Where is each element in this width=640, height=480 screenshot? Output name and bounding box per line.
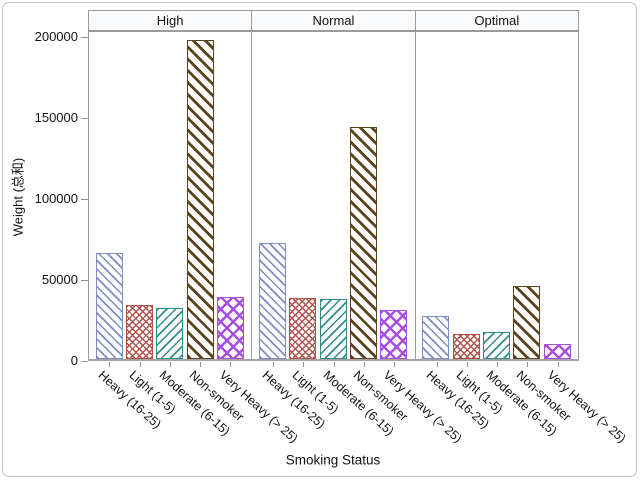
x-tick-mark bbox=[394, 362, 396, 367]
y-tick-mark bbox=[81, 280, 88, 281]
panel-plot-normal bbox=[251, 31, 415, 361]
bar-normal-light-1-5 bbox=[289, 298, 317, 359]
y-tick-label-50000: 50000 bbox=[41, 272, 78, 287]
x-tick-mark bbox=[272, 362, 274, 367]
panel-plot-row bbox=[88, 31, 579, 361]
panel-header-row: High Normal Optimal bbox=[88, 10, 579, 31]
bar-high-very-heavy-25 bbox=[216, 297, 244, 359]
bar-optimal-light-1-5 bbox=[452, 334, 480, 359]
y-tick-mark bbox=[81, 37, 88, 38]
bar-high-non-smoker bbox=[186, 40, 214, 359]
y-tick-mark bbox=[81, 118, 88, 119]
panel-header-high: High bbox=[88, 10, 252, 31]
x-tick-mark bbox=[200, 362, 202, 367]
bar-optimal-very-heavy-25 bbox=[543, 344, 571, 359]
x-tick-mark bbox=[139, 362, 141, 367]
x-tick-mark bbox=[557, 362, 559, 367]
bar-high-light-1-5 bbox=[126, 305, 154, 359]
bar-optimal-moderate-6-15 bbox=[482, 332, 510, 359]
y-tick-label-0: 0 bbox=[70, 353, 78, 368]
bar-high-moderate-6-15 bbox=[156, 308, 184, 359]
bar-normal-heavy-16-25 bbox=[259, 243, 287, 359]
bar-optimal-heavy-16-25 bbox=[422, 316, 450, 359]
panel-header-optimal: Optimal bbox=[414, 10, 579, 31]
bar-normal-non-smoker bbox=[349, 127, 377, 359]
x-axis-title: Smoking Status bbox=[285, 452, 381, 468]
panel-header-normal: Normal bbox=[251, 10, 415, 31]
x-tick-mark bbox=[333, 362, 335, 367]
bar-normal-moderate-6-15 bbox=[319, 299, 347, 359]
panel-plot-high bbox=[88, 31, 252, 361]
y-tick-label-200000: 200000 bbox=[34, 29, 78, 44]
bar-high-heavy-16-25 bbox=[95, 253, 123, 359]
bar-normal-very-heavy-25 bbox=[380, 310, 408, 359]
bar-optimal-non-smoker bbox=[513, 286, 541, 359]
panel-plot-optimal bbox=[414, 31, 579, 361]
y-tick-label-150000: 150000 bbox=[34, 110, 78, 125]
y-tick-label-100000: 100000 bbox=[34, 191, 78, 206]
x-tick-mark bbox=[303, 362, 305, 367]
y-tick-mark bbox=[81, 199, 88, 200]
x-tick-mark bbox=[497, 362, 499, 367]
x-tick-mark bbox=[363, 362, 365, 367]
y-tick-mark bbox=[81, 361, 88, 362]
x-tick-mark bbox=[109, 362, 111, 367]
x-tick-mark bbox=[527, 362, 529, 367]
x-tick-mark bbox=[230, 362, 232, 367]
x-tick-mark bbox=[169, 362, 171, 367]
x-tick-mark bbox=[436, 362, 438, 367]
x-tick-mark bbox=[466, 362, 468, 367]
